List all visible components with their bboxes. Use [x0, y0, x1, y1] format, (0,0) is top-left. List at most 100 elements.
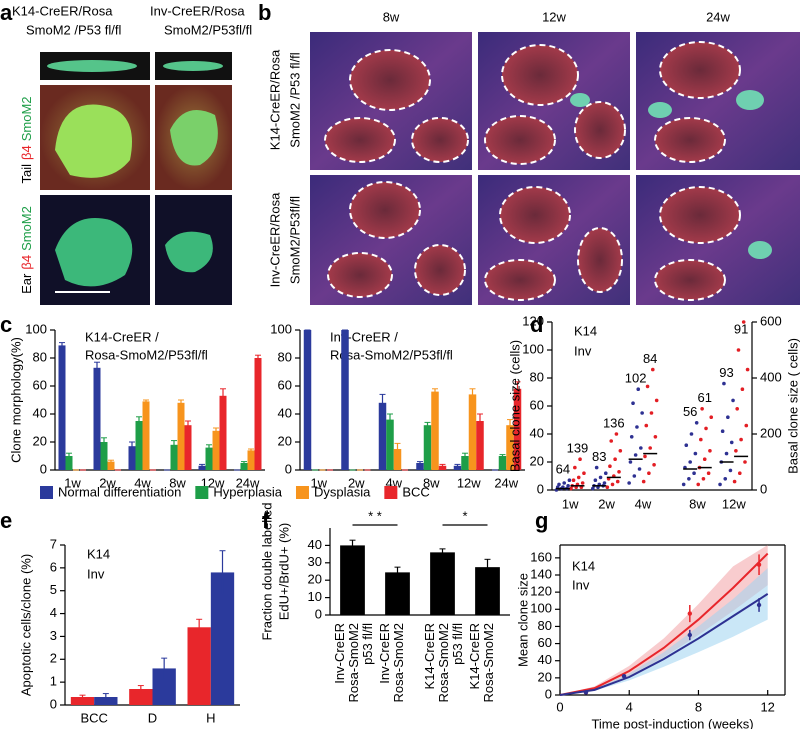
x-tick-label: D [148, 710, 157, 725]
bar [430, 552, 455, 615]
data-point [569, 486, 573, 491]
data-point [618, 449, 623, 453]
x-tick-label: 24w [236, 475, 260, 490]
legend-label: K14 [87, 546, 110, 561]
y-tick-label: 200 [760, 425, 782, 440]
x-tick-label: 12 [760, 699, 774, 714]
data-point [640, 411, 644, 415]
data-point [724, 451, 729, 456]
data-point [720, 429, 725, 434]
bar [70, 697, 95, 705]
bar [468, 394, 477, 470]
bar [431, 391, 439, 470]
panel-label: d [530, 312, 543, 337]
data-point [728, 468, 733, 473]
y-tick-label: 40 [33, 405, 47, 420]
panel-label: f [262, 508, 270, 533]
count-label: 139 [567, 441, 589, 456]
data-point [741, 320, 746, 324]
x-tick-label: 4 [626, 699, 633, 714]
chart-title: Rosa-SmoM2/P53fl/fl [330, 347, 453, 362]
count-label: 91 [734, 321, 748, 336]
column-header: 12w [542, 9, 566, 24]
bar [219, 395, 227, 470]
data-point [687, 632, 693, 638]
row-label-part: Ear [19, 273, 34, 294]
data-point [578, 457, 582, 462]
y-tick-label: 20 [308, 572, 322, 587]
data-point [692, 471, 696, 476]
y-tick-label: 0 [760, 481, 767, 496]
data-point [594, 465, 599, 470]
data-point [636, 387, 641, 392]
data-point [573, 465, 577, 470]
y-axis-label: Basal clone size (cells) [507, 340, 522, 472]
data-point [706, 471, 711, 476]
row-label-part: SmoM2 [19, 96, 34, 141]
data-point [709, 415, 714, 420]
data-point [562, 481, 567, 485]
data-point [567, 478, 572, 483]
confidence-band [560, 545, 768, 695]
y-tick-label: 0 [40, 461, 47, 476]
y-axis-label: Basal clone size ( cells) [785, 338, 800, 474]
row-label: SmoM2/P53fl/fl [287, 196, 302, 284]
y-tick-label: 40 [278, 405, 292, 420]
legend-swatch [40, 486, 53, 499]
x-tick-label: p53 fl/fl [360, 623, 375, 665]
data-point [694, 421, 699, 425]
x-tick-label: 24w [494, 475, 518, 490]
data-point [598, 475, 603, 480]
data-point [649, 411, 654, 415]
x-tick-label: 2w [348, 475, 365, 490]
data-point [602, 481, 607, 485]
bar [177, 402, 185, 470]
bar [129, 689, 153, 705]
bar [340, 545, 365, 615]
data-point [609, 439, 614, 443]
data-point [557, 482, 561, 487]
bar [386, 419, 394, 470]
data-point [684, 443, 689, 448]
x-tick-label: 12w [722, 496, 746, 511]
data-point [650, 367, 655, 372]
x-tick-label: 8w [169, 475, 186, 490]
y-tick-label: 20 [530, 453, 544, 468]
y-tick-label: 400 [760, 369, 782, 384]
bar [94, 697, 118, 705]
row-label-part: SmoM2 [19, 206, 34, 251]
data-point [737, 471, 742, 476]
x-tick-label: 1w [310, 475, 327, 490]
row-label-part: β4 [19, 255, 34, 270]
data-point [732, 479, 737, 484]
y-tick-label: 0 [537, 481, 544, 496]
bar [210, 572, 235, 705]
y-tick-label: 100 [522, 341, 544, 356]
count-label: 61 [697, 390, 711, 405]
y-tick-label: 80 [33, 349, 47, 364]
data-point [652, 463, 656, 467]
legend-label: Inv [572, 577, 590, 592]
bar [506, 425, 514, 470]
bar [187, 627, 211, 705]
row-label: Inv-CreER/Rosa [267, 192, 282, 287]
data-point [718, 482, 722, 487]
data-point [735, 407, 739, 411]
data-point [645, 384, 650, 389]
legend-label: BCC [402, 484, 429, 499]
legend-label: K14 [574, 323, 597, 338]
data-point [633, 453, 638, 457]
legend-swatch [384, 486, 398, 499]
y-tick-label: 120 [522, 313, 544, 328]
x-tick-label: K14-CreER [422, 623, 437, 689]
y-tick-label: 40 [530, 425, 544, 440]
y-tick-label: 80 [538, 618, 552, 633]
y-tick-label: 60 [278, 377, 292, 392]
data-point [701, 477, 706, 481]
y-tick-label: 600 [760, 313, 782, 328]
x-tick-label: BCC [80, 710, 107, 725]
x-tick-label: 8 [695, 699, 702, 714]
panel-label: c [0, 312, 12, 337]
x-axis-label: Time post-induction (weeks) [591, 716, 753, 729]
chart-title: Inv-CreER / [330, 329, 398, 344]
